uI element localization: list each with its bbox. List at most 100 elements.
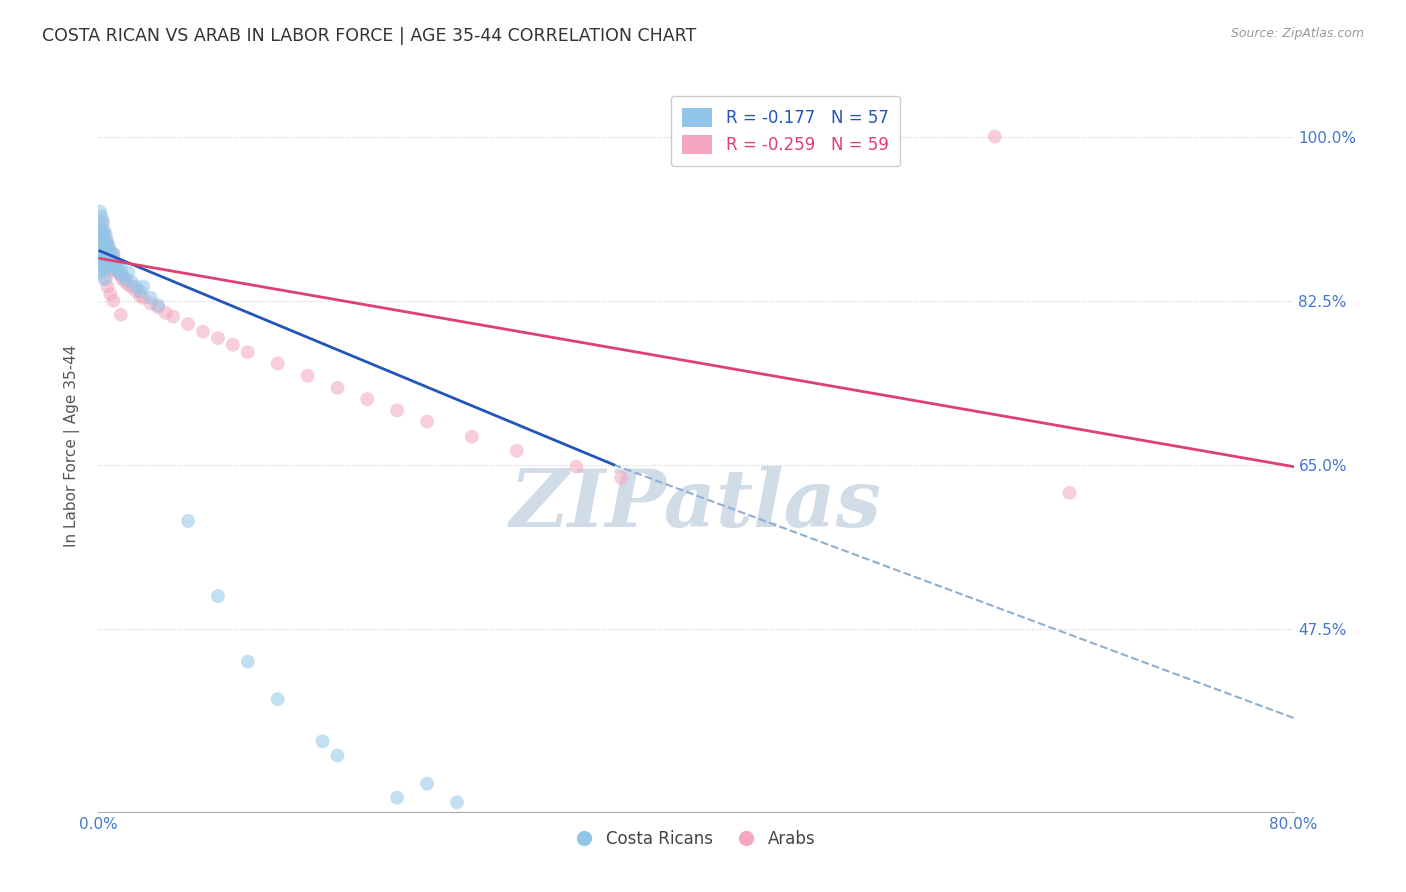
Point xyxy=(297,368,319,383)
Point xyxy=(90,246,112,260)
Point xyxy=(446,795,468,809)
Point xyxy=(93,227,115,242)
Point xyxy=(222,337,245,351)
Point xyxy=(96,235,118,249)
Point xyxy=(96,253,118,268)
Point xyxy=(984,129,1007,144)
Point xyxy=(104,256,127,270)
Point xyxy=(103,262,125,277)
Legend: Costa Ricans, Arabs: Costa Ricans, Arabs xyxy=(569,823,823,855)
Point xyxy=(207,331,229,345)
Point xyxy=(91,240,114,254)
Point xyxy=(120,279,142,293)
Text: COSTA RICAN VS ARAB IN LABOR FORCE | AGE 35-44 CORRELATION CHART: COSTA RICAN VS ARAB IN LABOR FORCE | AGE… xyxy=(42,27,696,45)
Point xyxy=(267,692,290,706)
Point xyxy=(356,392,378,406)
Point xyxy=(110,308,132,322)
Point xyxy=(96,237,118,252)
Point xyxy=(90,253,112,268)
Point xyxy=(385,790,409,805)
Point xyxy=(98,259,122,273)
Point xyxy=(89,219,111,233)
Point xyxy=(97,259,120,273)
Point xyxy=(93,244,115,258)
Point xyxy=(1059,486,1081,500)
Point xyxy=(94,250,117,264)
Point xyxy=(267,356,290,370)
Point xyxy=(610,471,633,485)
Point xyxy=(98,244,122,259)
Point xyxy=(385,403,409,417)
Point xyxy=(90,223,112,237)
Point xyxy=(107,259,129,273)
Point xyxy=(125,279,148,293)
Point xyxy=(94,255,117,269)
Point xyxy=(103,246,125,260)
Point xyxy=(236,655,259,669)
Point xyxy=(108,266,131,280)
Point xyxy=(565,459,588,474)
Point xyxy=(311,734,333,748)
Point xyxy=(97,253,120,268)
Point xyxy=(416,415,439,429)
Point xyxy=(103,246,125,260)
Point xyxy=(139,296,162,310)
Point xyxy=(326,748,349,763)
Point xyxy=(110,260,132,275)
Point xyxy=(132,279,155,293)
Point xyxy=(94,227,117,242)
Point xyxy=(117,266,139,280)
Text: Source: ZipAtlas.com: Source: ZipAtlas.com xyxy=(1230,27,1364,40)
Point xyxy=(91,246,114,260)
Point xyxy=(177,514,200,528)
Point xyxy=(207,589,229,603)
Point xyxy=(89,204,111,219)
Point xyxy=(98,287,122,301)
Point xyxy=(110,268,132,283)
Point xyxy=(107,266,129,280)
Text: ZIPatlas: ZIPatlas xyxy=(510,466,882,543)
Point xyxy=(90,240,112,254)
Point xyxy=(139,291,162,305)
Point xyxy=(93,237,115,252)
Point xyxy=(96,279,118,293)
Point xyxy=(129,285,152,299)
Point xyxy=(94,242,117,256)
Point xyxy=(236,345,259,359)
Point xyxy=(117,277,139,292)
Point xyxy=(91,252,114,266)
Y-axis label: In Labor Force | Age 35-44: In Labor Force | Age 35-44 xyxy=(63,345,80,547)
Point xyxy=(114,272,136,286)
Point xyxy=(90,244,112,258)
Point xyxy=(326,381,349,395)
Point xyxy=(191,325,214,339)
Point xyxy=(155,306,177,320)
Point xyxy=(162,310,184,324)
Point xyxy=(120,275,142,289)
Point xyxy=(506,443,529,458)
Point xyxy=(114,275,136,289)
Point xyxy=(94,272,117,286)
Point xyxy=(91,262,114,277)
Point xyxy=(93,272,115,286)
Point xyxy=(89,266,111,280)
Point xyxy=(90,209,112,223)
Point xyxy=(93,250,115,264)
Point xyxy=(104,256,127,270)
Point xyxy=(93,223,115,237)
Point xyxy=(89,227,111,242)
Point xyxy=(91,216,114,230)
Point xyxy=(103,260,125,275)
Point xyxy=(93,253,115,268)
Point xyxy=(461,429,484,443)
Point xyxy=(111,268,134,283)
Point xyxy=(111,272,134,286)
Point xyxy=(416,776,439,790)
Point xyxy=(105,260,128,275)
Point xyxy=(125,285,148,299)
Point xyxy=(91,214,114,228)
Point xyxy=(96,250,118,264)
Point xyxy=(148,300,170,314)
Point xyxy=(94,233,117,247)
Point xyxy=(90,223,112,237)
